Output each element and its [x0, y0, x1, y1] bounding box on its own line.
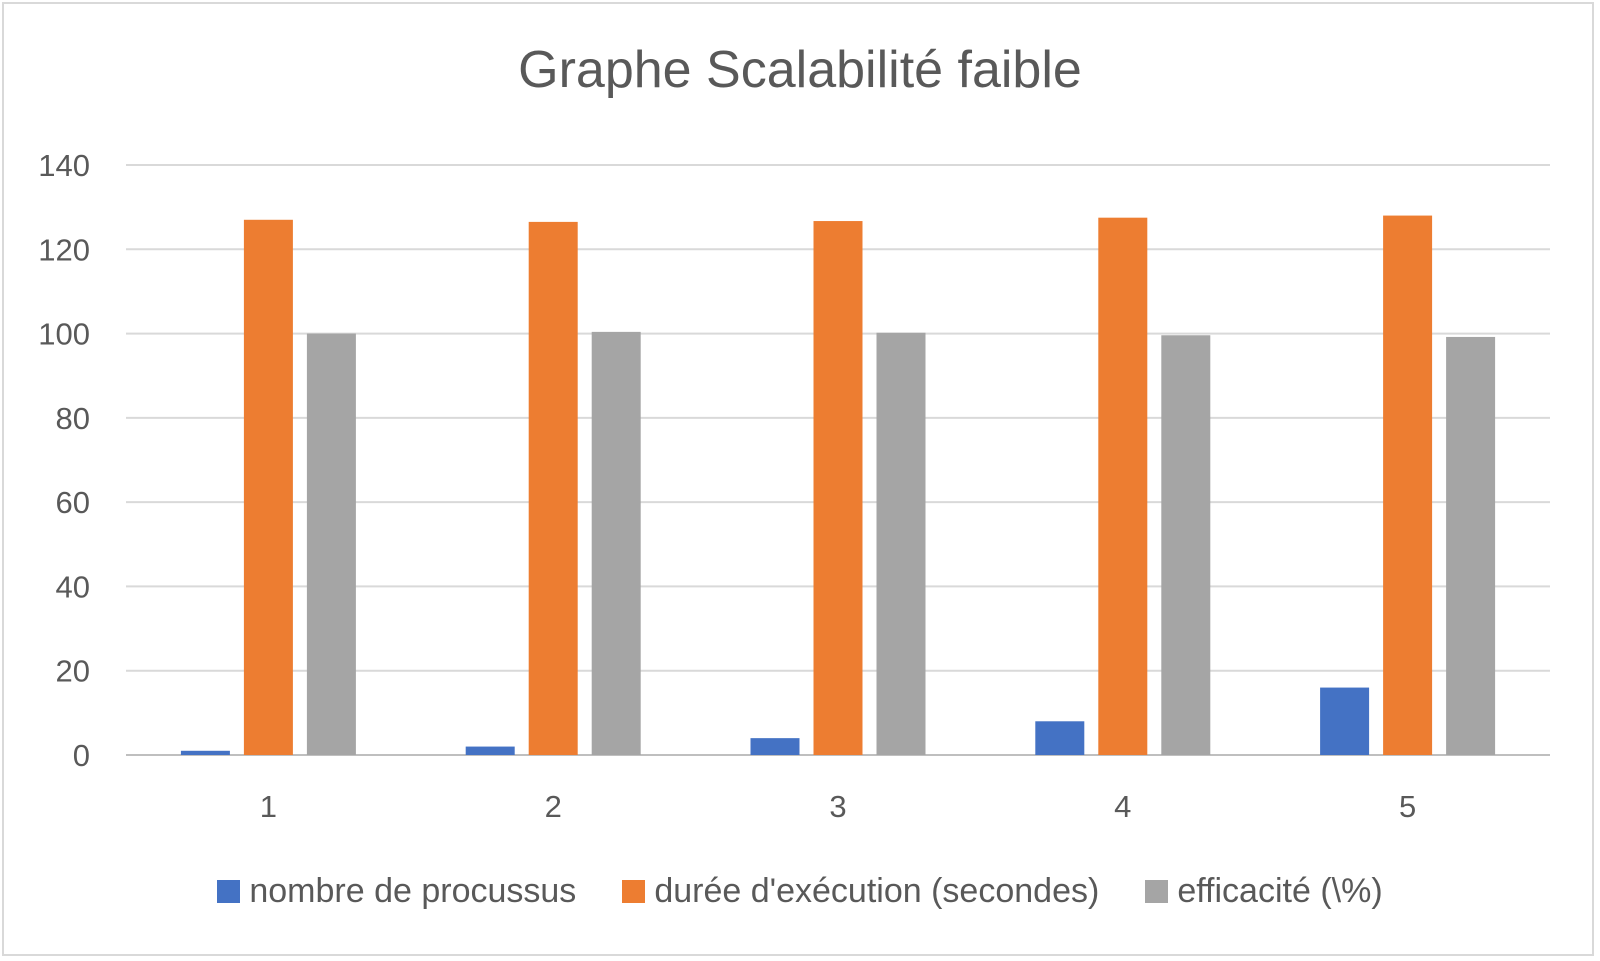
- x-tick-label: 3: [829, 789, 846, 824]
- bar-3-5: [1446, 336, 1496, 755]
- y-tick-label: 40: [56, 569, 90, 604]
- bar-3-1: [306, 333, 356, 755]
- bar-3-4: [1161, 335, 1211, 755]
- bar-2-2: [528, 221, 578, 756]
- chart-title: Graphe Scalabilité faible: [518, 41, 1082, 99]
- legend-label: nombre de procussus: [249, 872, 577, 910]
- x-tick-label: 5: [1399, 789, 1416, 824]
- legend-swatch: [217, 880, 241, 903]
- bars: [180, 215, 1496, 756]
- x-tick-label: 1: [260, 789, 277, 824]
- bar-2-5: [1383, 215, 1433, 756]
- y-tick-label: 0: [73, 738, 90, 773]
- bar-2-3: [813, 221, 863, 756]
- y-tick-label: 120: [38, 232, 90, 267]
- legend-swatch: [1145, 880, 1169, 903]
- legend-item: efficacité (\%): [1145, 872, 1383, 911]
- bar-1-2: [465, 746, 515, 755]
- legend-item: durée d'exécution (secondes): [622, 872, 1099, 911]
- y-tick-label: 80: [56, 401, 90, 436]
- legend-swatch: [622, 880, 646, 903]
- legend-label: efficacité (\%): [1177, 872, 1383, 910]
- legend: nombre de procussus durée d'exécution (se…: [0, 872, 1600, 911]
- legend-item: nombre de procussus: [217, 872, 576, 911]
- bar-1-4: [1035, 721, 1085, 755]
- legend-label: durée d'exécution (secondes): [654, 872, 1100, 910]
- bar-2-1: [243, 219, 293, 756]
- y-tick-label: 60: [56, 485, 90, 520]
- y-tick-label: 140: [38, 148, 90, 183]
- y-tick-label: 20: [56, 654, 90, 689]
- x-axis-ticks: 1 2 3 4 5: [260, 789, 1416, 824]
- bar-1-1: [180, 750, 230, 755]
- bar-3-2: [591, 331, 641, 755]
- bar-3-3: [876, 332, 926, 755]
- bar-1-5: [1320, 687, 1370, 755]
- y-axis-ticks: 0 20 40 60 80 100 120 140: [38, 148, 90, 773]
- bar-2-4: [1098, 217, 1148, 755]
- x-tick-label: 2: [545, 789, 562, 824]
- y-tick-label: 100: [38, 317, 90, 352]
- x-tick-label: 4: [1114, 789, 1131, 824]
- bar-1-3: [750, 738, 800, 755]
